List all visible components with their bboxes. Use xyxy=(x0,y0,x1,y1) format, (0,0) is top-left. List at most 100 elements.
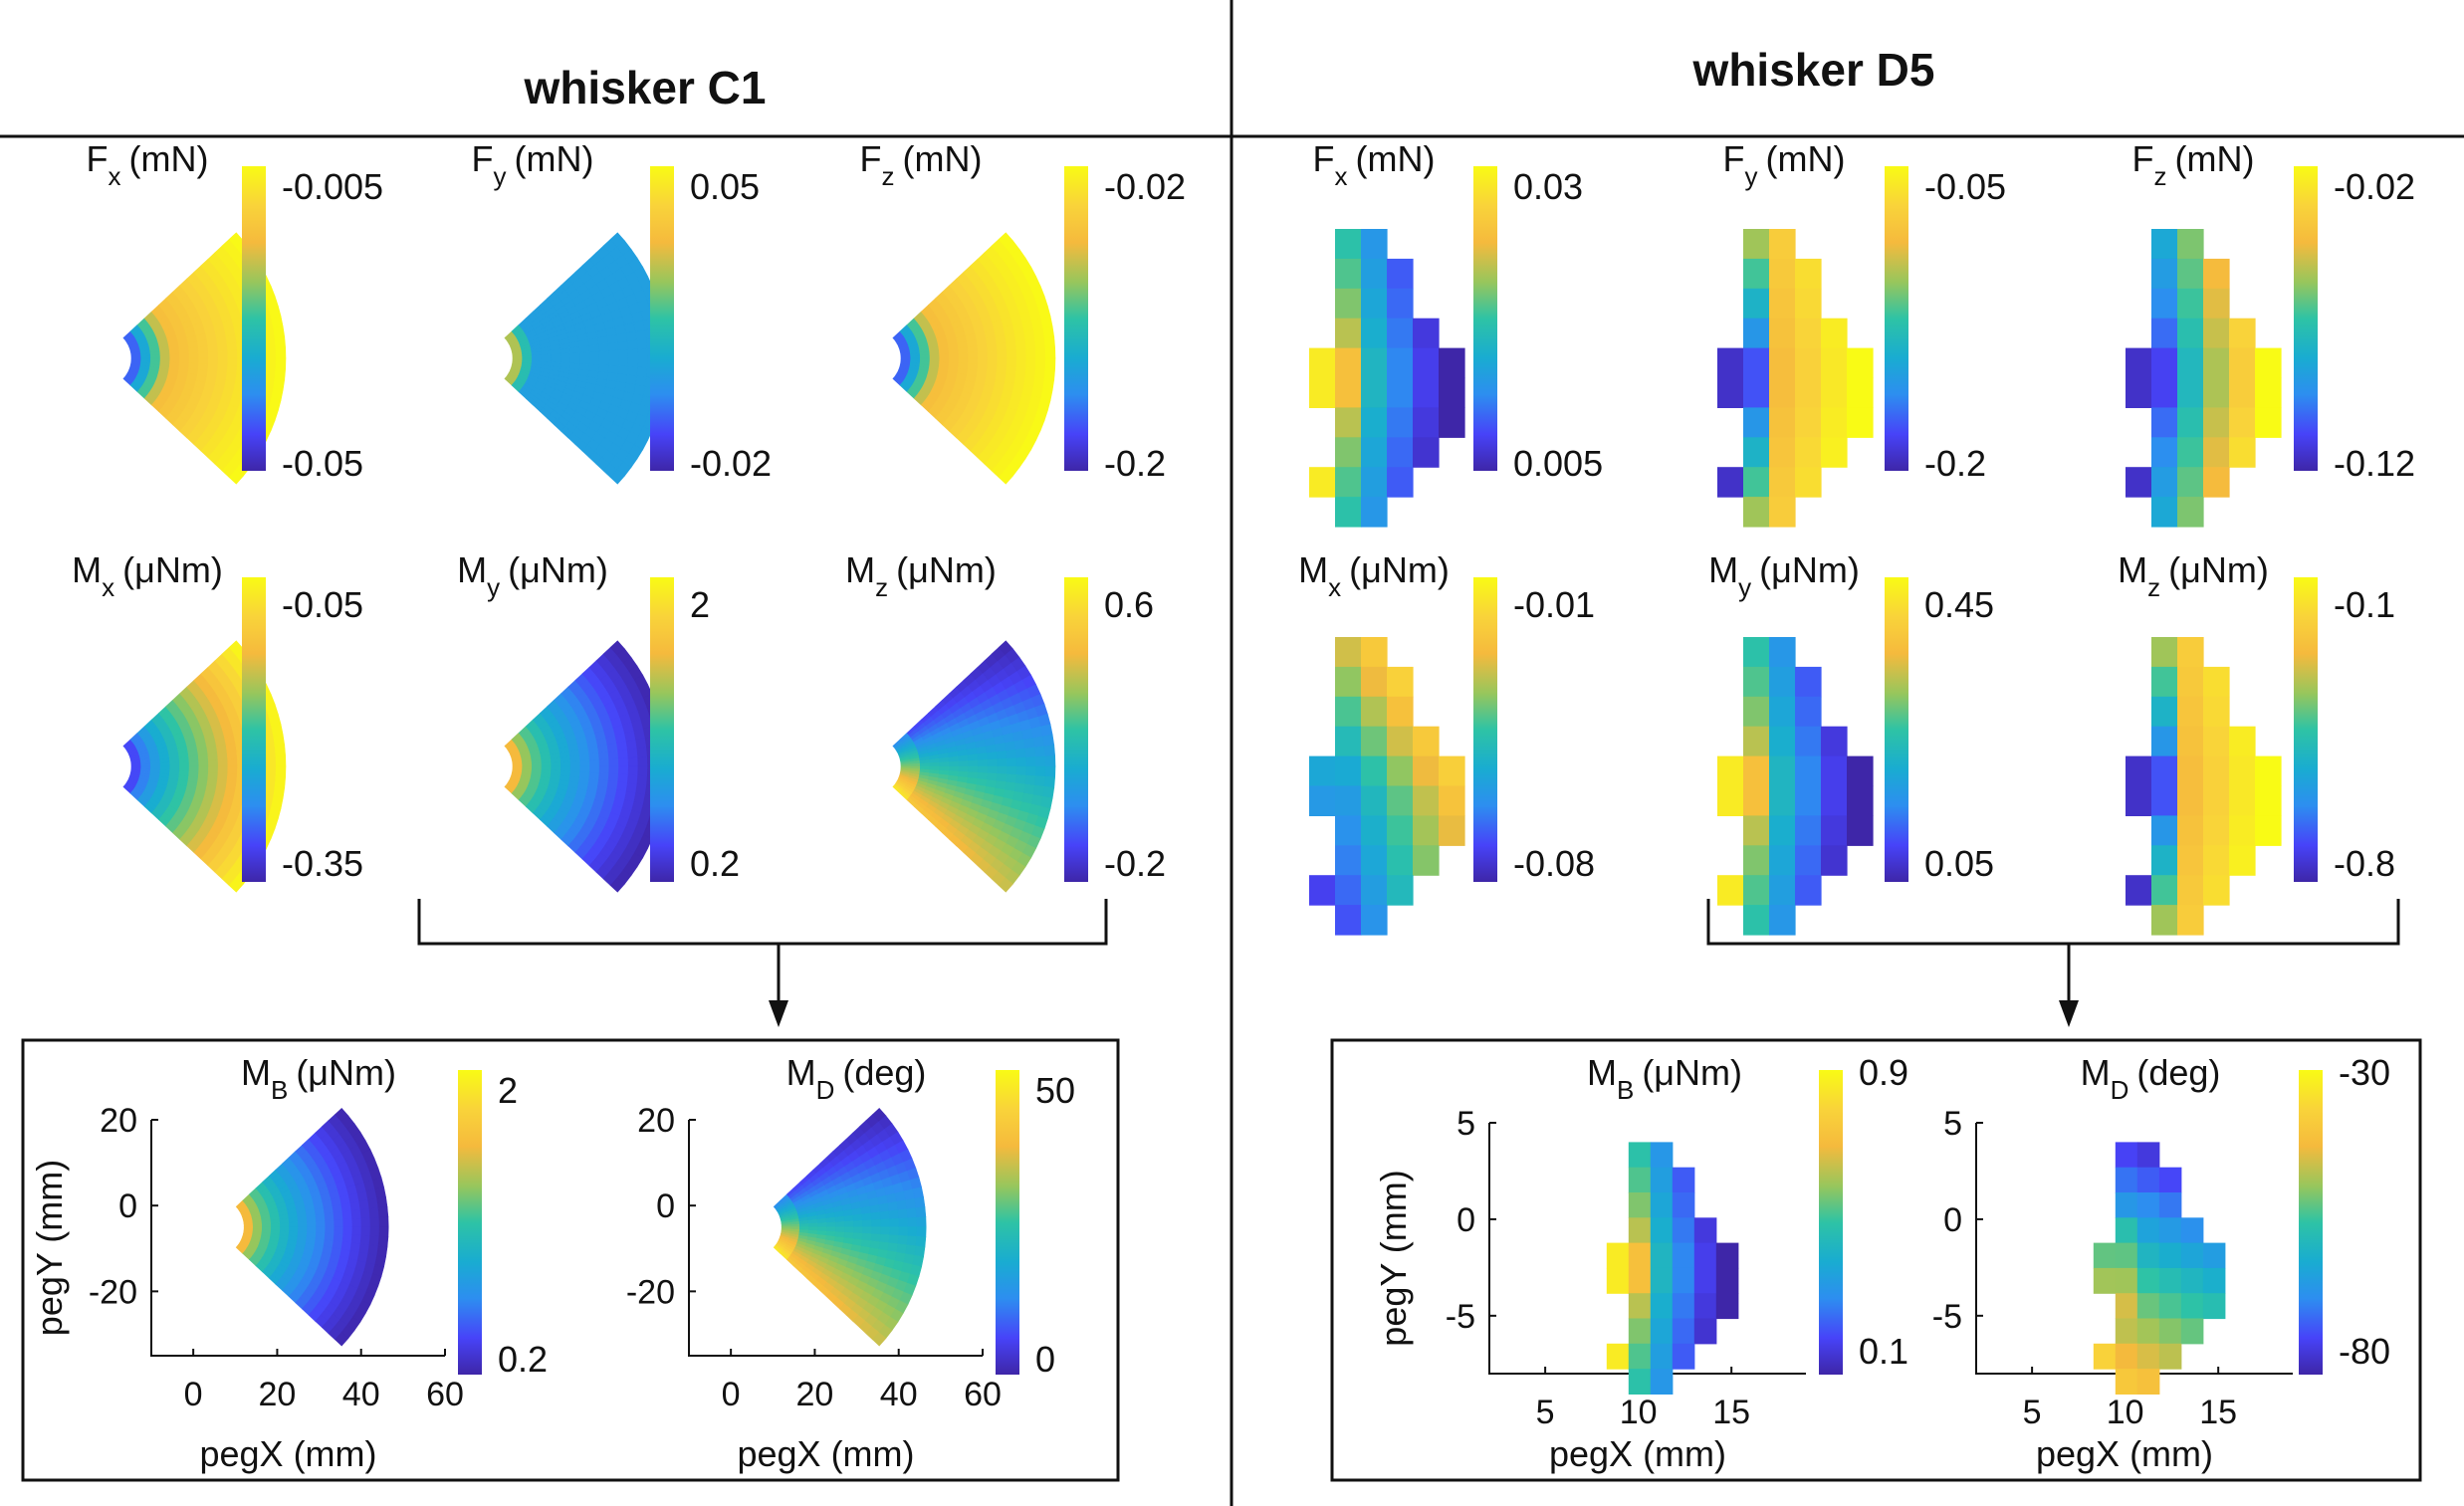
heatmap-cell xyxy=(1006,349,1017,359)
heatmap-0-5 xyxy=(892,640,1056,893)
colorbar-0-0 xyxy=(242,166,266,471)
heatmap-cell xyxy=(996,750,1008,760)
heatmap-cell xyxy=(579,759,590,767)
heatmap-cell xyxy=(569,754,580,762)
heatmap-cell xyxy=(1361,726,1388,757)
subplot-label-1-0-symbol: F xyxy=(1313,138,1335,179)
heatmap-cell xyxy=(551,353,561,359)
heatmap-cell xyxy=(376,1196,388,1208)
heatmap-cell xyxy=(378,1226,389,1238)
heatmap-cell xyxy=(2115,1369,2138,1395)
heatmap-cell xyxy=(207,765,219,774)
heatmap-cell xyxy=(598,343,610,352)
heatmap-cell xyxy=(1795,407,1822,438)
heatmap-cell xyxy=(1769,726,1796,757)
heatmap-cell xyxy=(1335,875,1362,906)
heatmap-cell xyxy=(948,352,960,359)
heatmap-cell xyxy=(2180,1318,2204,1345)
heatmap-cell xyxy=(1650,1167,1674,1193)
heatmap-cell xyxy=(995,334,1008,344)
x-tick-label: 5 xyxy=(1536,1394,1555,1431)
heatmap-cell xyxy=(275,357,287,370)
subplot-label-1-4: My (μNm) xyxy=(1708,549,1860,602)
heatmap-cell xyxy=(1821,347,1848,379)
heatmap-cell xyxy=(274,775,287,788)
heatmap-cell xyxy=(598,350,610,359)
heatmap-cell xyxy=(588,765,600,774)
heatmap-cell xyxy=(1309,467,1336,498)
heatmap-cell xyxy=(997,349,1008,359)
heatmap-cell xyxy=(377,1235,389,1248)
x-tick-label: 40 xyxy=(880,1376,918,1413)
heatmap-cell xyxy=(342,1226,353,1236)
heatmap-cell xyxy=(1361,318,1388,349)
heatmap-cell xyxy=(1717,467,1744,498)
heatmap-cell xyxy=(2151,845,2178,876)
heatmap-cell xyxy=(844,1226,855,1233)
heatmap-cell xyxy=(2255,377,2282,408)
heatmap-cell xyxy=(2136,1369,2160,1395)
heatmap-cell xyxy=(862,1226,873,1235)
heatmap-cell xyxy=(1043,745,1056,757)
x-axis-label: pegX (mm) xyxy=(1549,1433,1726,1474)
heatmap-cell xyxy=(1672,1167,1695,1193)
heatmap-cell xyxy=(1034,746,1046,757)
derived-colorbar-top-label: 0.9 xyxy=(1859,1052,1908,1093)
heatmap-cell xyxy=(1042,377,1055,391)
heatmap-cell xyxy=(2151,696,2178,728)
heatmap-cell xyxy=(541,353,553,359)
heatmap-cell xyxy=(906,1207,918,1219)
heatmap-cell xyxy=(1795,666,1822,698)
heatmap-cell xyxy=(637,357,648,368)
colorbar-1-5 xyxy=(2294,577,2318,882)
heatmap-cell xyxy=(335,1332,349,1347)
heatmap-cell xyxy=(1769,905,1796,936)
heatmap-cell xyxy=(2136,1242,2160,1269)
subplot-label-0-2: Fz (mN) xyxy=(860,138,983,191)
heatmap-cell xyxy=(197,345,209,353)
heatmap-cell xyxy=(198,759,209,767)
heatmap-cell xyxy=(2203,666,2230,698)
heatmap-cell xyxy=(1672,1217,1695,1244)
heatmap-1-4 xyxy=(1717,637,1874,936)
heatmap-cell xyxy=(2203,875,2230,906)
heatmap-cell xyxy=(367,1244,379,1256)
heatmap-cell xyxy=(2151,258,2178,290)
heatmap-cell xyxy=(1015,357,1027,368)
heatmap-cell xyxy=(358,1199,370,1211)
heatmap-cell xyxy=(968,759,979,767)
colorbar-0-2 xyxy=(1064,166,1088,471)
y-tick-label: 5 xyxy=(1456,1105,1475,1143)
heatmap-cell xyxy=(1743,318,1770,349)
heatmap-cell xyxy=(297,1215,308,1223)
colorbar-0-0-bottom-label: -0.05 xyxy=(282,443,363,484)
heatmap-cell xyxy=(2177,845,2204,876)
heatmap-cell xyxy=(1672,1267,1695,1294)
heatmap-cell xyxy=(996,772,1008,783)
heatmap-cell xyxy=(569,346,580,354)
heatmap-cell xyxy=(588,350,600,359)
heatmap-cell xyxy=(178,347,190,354)
heatmap-cell xyxy=(207,753,219,761)
heatmap-cell xyxy=(1769,755,1796,787)
heatmap-cell xyxy=(2203,288,2230,320)
heatmap-cell xyxy=(2151,407,2178,438)
heatmap-cell xyxy=(977,350,989,359)
heatmap-cell xyxy=(997,757,1008,767)
colorbar-0-1-bottom-label: -0.02 xyxy=(690,443,772,484)
heatmap-cell xyxy=(261,1223,272,1227)
x-tick-label: 10 xyxy=(1620,1394,1658,1431)
heatmap-cell xyxy=(2177,229,2204,260)
heatmap-cell xyxy=(2115,1242,2138,1269)
heatmap-cell xyxy=(1335,815,1362,846)
heatmap-cell xyxy=(844,1220,855,1227)
derived-heatmap-1-0 xyxy=(1606,1142,1739,1395)
heatmap-cell xyxy=(188,754,199,762)
heatmap-cell xyxy=(1361,377,1388,408)
heatmap-cell xyxy=(871,1226,882,1235)
heatmap-cell xyxy=(2151,905,2178,936)
subplot-label-0-1-subscript: y xyxy=(494,161,507,191)
heatmap-cell xyxy=(597,744,609,753)
heatmap-cell xyxy=(986,335,998,345)
heatmap-cell xyxy=(2203,845,2230,876)
